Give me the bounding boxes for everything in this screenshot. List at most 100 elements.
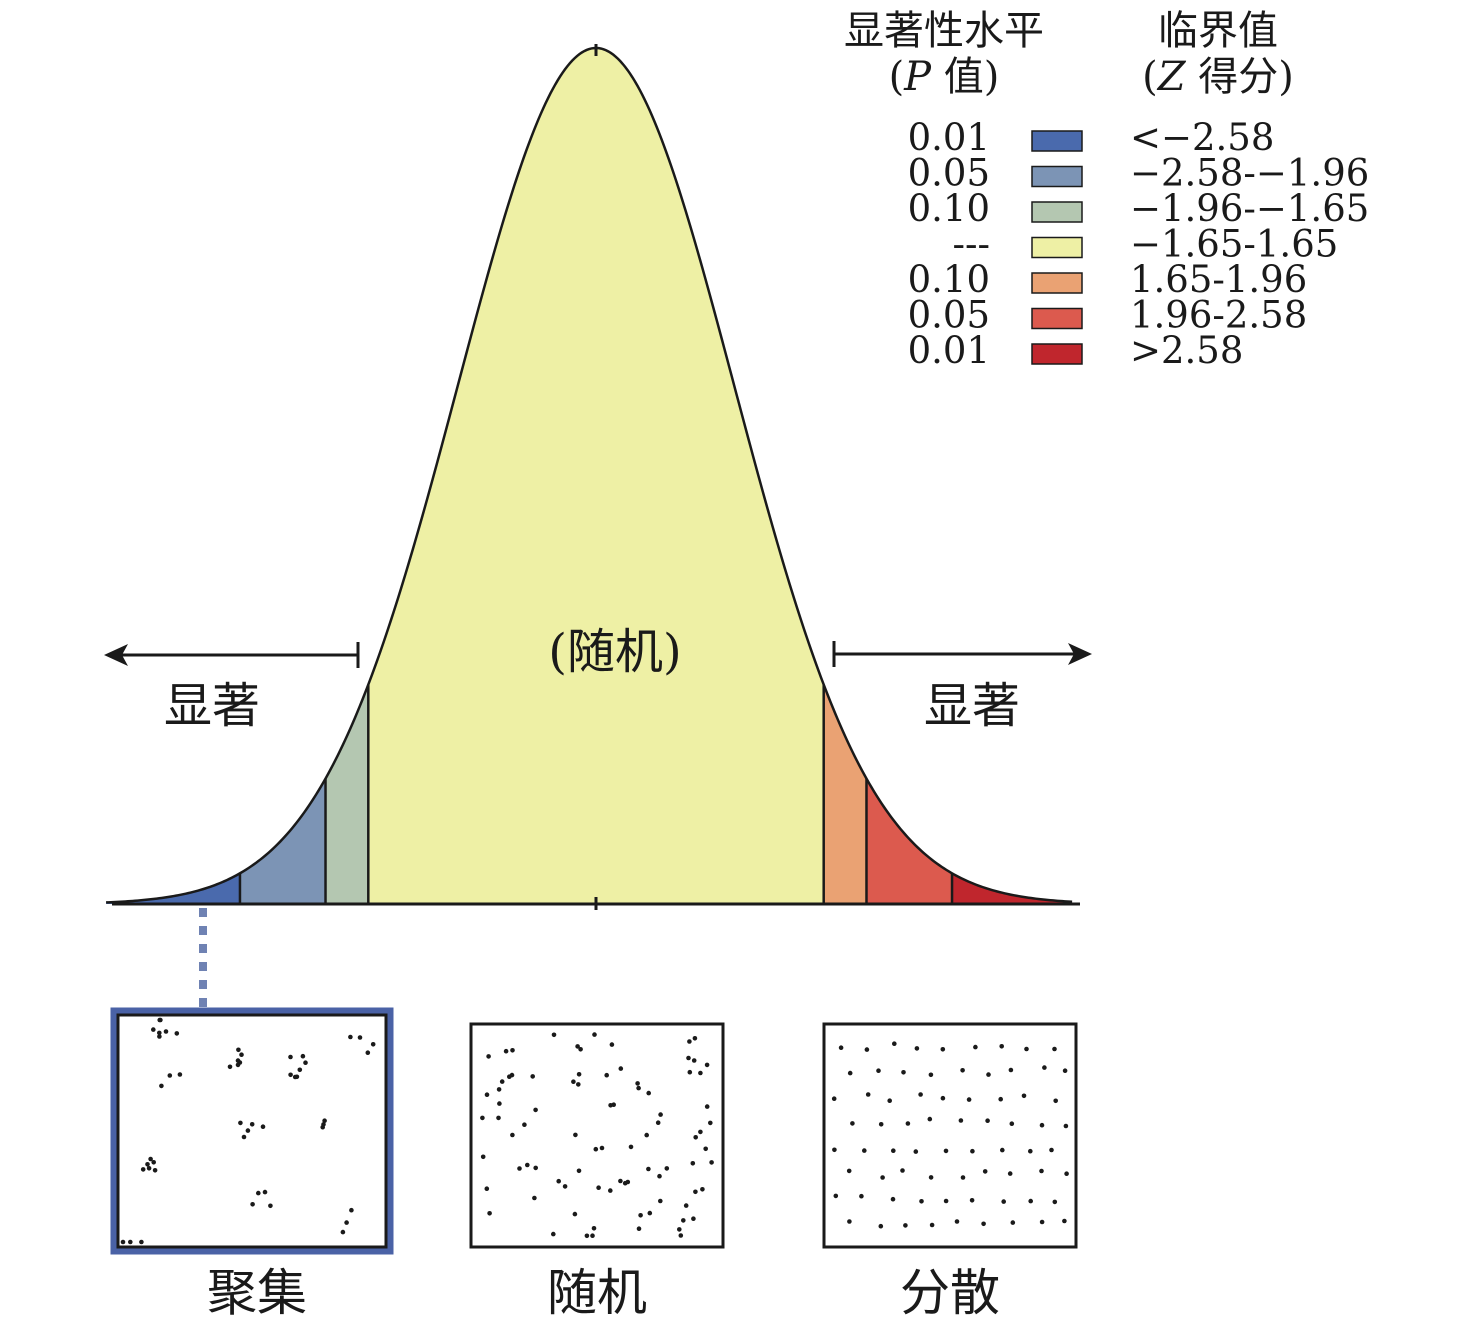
point	[151, 1027, 156, 1032]
point	[999, 1044, 1004, 1049]
legend-p-value: 0.05	[908, 152, 990, 195]
point	[288, 1054, 293, 1060]
point	[864, 1047, 870, 1052]
point	[484, 1092, 490, 1097]
point	[900, 1168, 905, 1173]
point	[157, 1030, 162, 1036]
point	[510, 1132, 515, 1138]
legend: 显著性水平 (P 值) 临界值 (Z 得分) 0.01 <−2.58 0.05 −2.…	[844, 8, 1369, 372]
point	[357, 1035, 363, 1040]
point	[576, 1082, 581, 1087]
point	[960, 1175, 966, 1180]
point	[928, 1175, 934, 1180]
point	[658, 1198, 663, 1204]
point	[636, 1226, 642, 1231]
point	[575, 1044, 580, 1049]
point	[235, 1062, 241, 1068]
point	[249, 1122, 255, 1127]
point	[609, 1042, 615, 1047]
point	[1064, 1171, 1069, 1176]
panel-caption: 聚集	[207, 1264, 307, 1322]
point	[533, 1165, 538, 1171]
point	[970, 1148, 975, 1154]
point	[838, 1045, 844, 1050]
bell-curve-bands	[106, 48, 1073, 904]
point	[533, 1107, 538, 1113]
legend-z-range: −2.58-−1.96	[1130, 152, 1369, 195]
point	[693, 1135, 698, 1140]
point	[522, 1122, 527, 1127]
panel-caption: 分散	[900, 1264, 1000, 1322]
point	[487, 1211, 492, 1216]
point	[480, 1154, 486, 1160]
point	[985, 1118, 990, 1123]
pattern-panel-random: 随机	[469, 1022, 725, 1322]
legend-header-z-line1: 临界值	[1158, 8, 1278, 54]
point	[245, 1128, 251, 1133]
point	[876, 1068, 881, 1073]
point	[832, 1147, 837, 1153]
pattern-panels: 聚集 随机 分散	[110, 1007, 1078, 1322]
point	[157, 1034, 162, 1039]
point	[370, 1042, 376, 1047]
point	[709, 1160, 714, 1165]
left-significant-arrow	[104, 642, 360, 668]
legend-swatch	[1031, 236, 1083, 259]
band-dividers	[238, 684, 954, 904]
point	[556, 1178, 561, 1184]
point	[708, 1120, 713, 1126]
point	[905, 1121, 911, 1126]
point	[592, 1032, 597, 1037]
point	[703, 1146, 708, 1152]
point	[573, 1132, 578, 1138]
point	[646, 1166, 651, 1172]
legend-rows: 0.01 <−2.58 0.05 −2.58-−1.96 0.10 −1.96-−1.65…	[908, 116, 1370, 372]
point	[940, 1095, 946, 1101]
legend-p-value: 0.10	[908, 187, 990, 230]
point	[1028, 1198, 1033, 1204]
legend-p-value: 0.10	[908, 258, 990, 301]
point	[235, 1058, 241, 1063]
point	[913, 1149, 919, 1154]
point	[348, 1034, 353, 1040]
point	[618, 1066, 624, 1071]
point	[140, 1167, 146, 1172]
point	[966, 1097, 972, 1102]
point	[704, 1104, 710, 1109]
point	[608, 1188, 613, 1193]
pattern-panel-dispersed: 分散	[822, 1022, 1078, 1322]
point	[486, 1054, 491, 1059]
point	[571, 1079, 576, 1084]
point	[604, 1072, 609, 1078]
legend-p-value: 0.05	[908, 294, 990, 337]
point	[1039, 1168, 1044, 1174]
legend-z-range: >2.58	[1130, 329, 1243, 372]
highlight-frame	[110, 1007, 394, 1255]
curve-band	[823, 684, 867, 904]
legend-header-z-line2: (Z 得分)	[1142, 54, 1294, 100]
point	[611, 1102, 616, 1107]
point	[628, 1144, 634, 1150]
point	[1053, 1098, 1058, 1104]
curve-band	[368, 48, 824, 904]
point	[250, 1202, 255, 1207]
legend-z-range: −1.65-1.65	[1130, 223, 1338, 266]
point	[901, 1070, 906, 1075]
point	[683, 1203, 689, 1208]
point	[591, 1226, 597, 1231]
point	[499, 1079, 505, 1084]
legend-z-range: <−2.58	[1130, 116, 1274, 159]
point	[691, 1058, 697, 1063]
point	[322, 1118, 327, 1123]
point	[576, 1168, 582, 1174]
point	[954, 1219, 960, 1224]
point	[891, 1148, 896, 1153]
legend-z-range: 1.96-2.58	[1130, 294, 1307, 337]
legend-swatch	[1031, 165, 1083, 188]
point	[148, 1156, 153, 1162]
legend-swatch	[1031, 201, 1083, 223]
point	[262, 1189, 268, 1195]
point	[496, 1115, 501, 1121]
point	[146, 1166, 152, 1171]
point	[484, 1186, 490, 1191]
